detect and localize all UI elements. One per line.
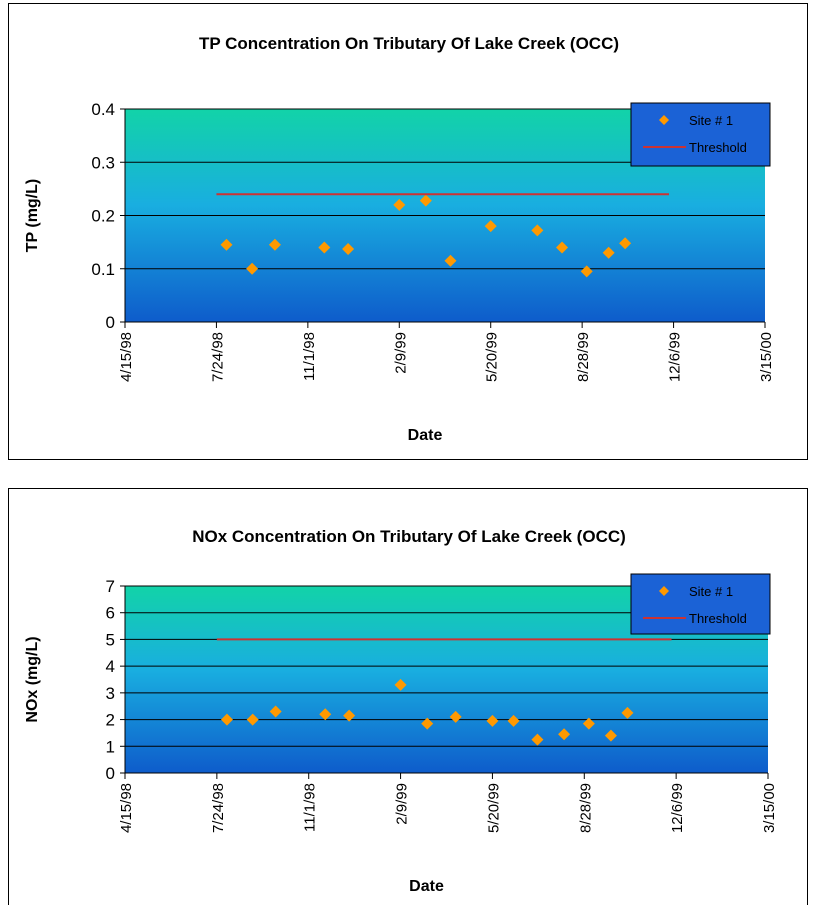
y-tick-label: 3	[106, 684, 115, 703]
data-point	[342, 243, 355, 256]
data-point	[393, 198, 406, 211]
legend-label: Site # 1	[689, 584, 733, 599]
x-axis-label: Date	[409, 878, 444, 895]
data-point	[621, 706, 634, 719]
data-point	[531, 733, 544, 746]
data-point	[556, 241, 569, 254]
chart-title: NOx Concentration On Tributary Of Lake C…	[192, 527, 626, 546]
data-point	[268, 238, 281, 251]
legend-label: Site # 1	[689, 113, 733, 128]
legend-label: Threshold	[689, 140, 747, 155]
nox-chart: NOx Concentration On Tributary Of Lake C…	[24, 527, 778, 895]
data-point	[580, 265, 593, 278]
data-point	[318, 241, 331, 254]
x-tick-label: 2/9/99	[392, 332, 409, 374]
data-point	[319, 708, 332, 721]
x-tick-label: 5/20/99	[485, 783, 502, 833]
data-point	[449, 710, 462, 723]
data-point	[269, 705, 282, 718]
y-axis-label: TP (mg/L)	[24, 179, 41, 252]
tp-chart: TP Concentration On Tributary Of Lake Cr…	[24, 34, 775, 444]
x-tick-label: 11/1/98	[302, 783, 319, 832]
x-tick-label: 7/24/98	[209, 332, 226, 382]
data-point	[394, 678, 407, 691]
data-point	[220, 238, 233, 251]
data-point	[220, 713, 233, 726]
data-point	[246, 713, 259, 726]
y-tick-label: 0.3	[91, 153, 115, 172]
y-tick-label: 6	[106, 604, 115, 623]
y-tick-label: 5	[106, 630, 115, 649]
y-tick-label: 0.1	[91, 260, 115, 279]
data-point	[507, 714, 520, 727]
x-tick-label: 11/1/98	[301, 332, 318, 381]
y-tick-label: 0	[106, 313, 115, 332]
chart-title: TP Concentration On Tributary Of Lake Cr…	[199, 34, 619, 53]
data-point	[531, 224, 544, 237]
y-tick-label: 7	[106, 577, 115, 596]
data-point	[604, 729, 617, 742]
legend	[630, 573, 771, 635]
y-tick-label: 4	[106, 657, 115, 676]
data-point	[619, 237, 632, 250]
data-point	[444, 254, 457, 267]
data-point	[486, 714, 499, 727]
x-tick-label: 4/15/98	[118, 783, 135, 833]
y-tick-label: 2	[106, 711, 115, 730]
legend-site-symbol	[659, 586, 669, 596]
x-tick-label: 2/9/99	[394, 783, 411, 825]
y-tick-label: 0.2	[91, 207, 115, 226]
x-tick-label: 8/28/99	[575, 332, 592, 382]
data-point	[343, 709, 356, 722]
x-tick-label: 3/15/00	[761, 783, 778, 833]
legend-label: Threshold	[689, 611, 747, 626]
data-point	[246, 262, 259, 275]
data-point	[484, 220, 497, 233]
x-tick-label: 12/6/99	[669, 783, 686, 833]
legend-site-symbol	[659, 115, 669, 125]
data-point	[602, 246, 615, 259]
x-tick-label: 8/28/99	[577, 783, 594, 833]
y-tick-label: 1	[106, 737, 115, 756]
x-tick-label: 7/24/98	[210, 783, 227, 833]
y-tick-label: 0.4	[91, 100, 115, 119]
x-tick-label: 12/6/99	[667, 332, 684, 382]
x-tick-label: 3/15/00	[758, 332, 775, 382]
legend	[630, 102, 771, 167]
y-tick-label: 0	[106, 764, 115, 783]
data-point	[558, 728, 571, 741]
data-point	[421, 717, 434, 730]
y-axis-label: NOx (mg/L)	[24, 636, 41, 722]
x-tick-label: 5/20/99	[484, 332, 501, 382]
nox-chart-panel: NOx Concentration On Tributary Of Lake C…	[8, 488, 808, 905]
data-point	[582, 717, 595, 730]
tp-chart-panel: TP Concentration On Tributary Of Lake Cr…	[8, 3, 808, 460]
x-tick-label: 4/15/98	[118, 332, 135, 382]
data-point	[419, 194, 432, 207]
x-axis-label: Date	[408, 427, 443, 444]
